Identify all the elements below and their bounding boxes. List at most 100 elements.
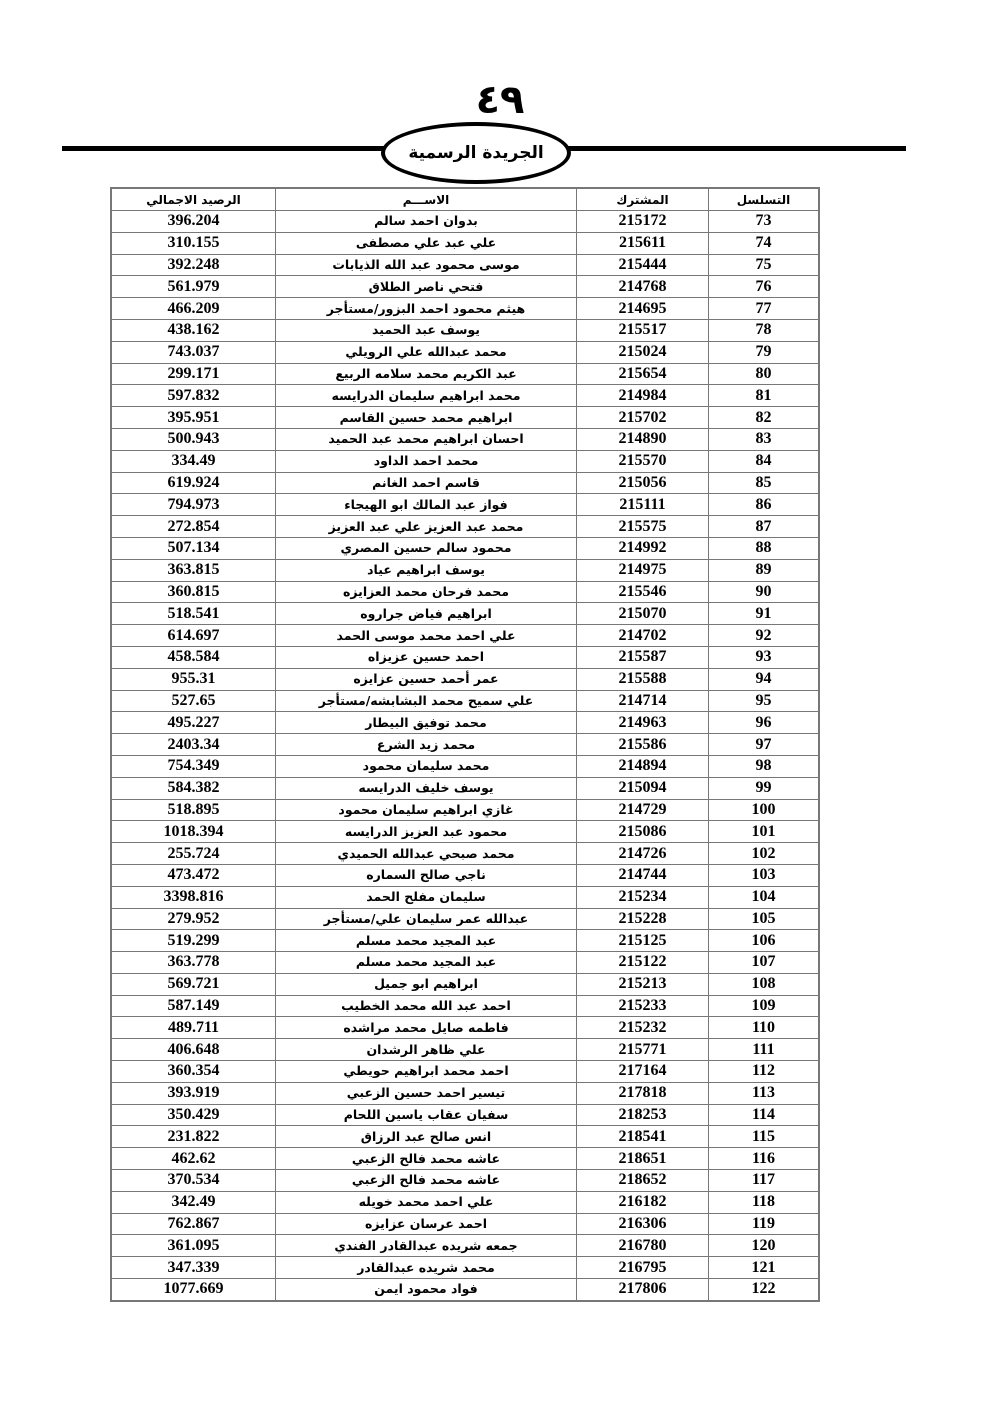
subscriber-cell: 214975 [576, 558, 709, 582]
subscriber-cell: 215232 [576, 1016, 709, 1040]
name-cell: سليمان مفلح الحمد [275, 885, 577, 909]
balance-cell: 518.541 [110, 602, 276, 626]
name-cell: عبد المجيد محمد مسلم [275, 951, 577, 974]
subscriber-cell: 214984 [576, 384, 709, 408]
name-cell: سفيان عقاب ياسين اللحام [275, 1103, 577, 1127]
balance-cell: 619.924 [110, 471, 276, 495]
serial-cell: 102 [708, 842, 820, 865]
name-cell: فواز عبد المالك ابو الهيجاء [275, 493, 577, 517]
serial-cell: 95 [708, 689, 820, 713]
table-row: 93 215587 احمد حسين عزيزاه 458.584 [110, 645, 820, 669]
serial-cell: 120 [708, 1234, 820, 1258]
table-row: 89 214975 يوسف ابراهيم عياد 363.815 [110, 558, 820, 582]
name-cell: يوسف عبد الحميد [275, 318, 577, 342]
table-row: 80 215654 عبد الكريم محمد سلامه الربيع 299.… [110, 362, 820, 386]
table-row: 114 218253 سفيان عقاب ياسين اللحام 350.429 [110, 1103, 820, 1127]
serial-cell: 105 [708, 907, 820, 931]
table-row: 110 215232 فاطمه صايل محمد مراشده 489.711 [110, 1016, 820, 1040]
table-header-row: التسلسل المشترك الاســـم الرصيد الاجمالي [110, 187, 820, 211]
name-cell: ابراهيم محمد حسين القاسم [275, 406, 577, 429]
balance-cell: 955.31 [110, 667, 276, 691]
name-cell: علي سميح محمد البشابشه/مستأجر [275, 689, 577, 713]
balance-cell: 569.721 [110, 972, 276, 996]
col-balance: الرصيد الاجمالي [110, 187, 276, 211]
subscriber-cell: 218541 [576, 1125, 709, 1149]
subscriber-cell: 215570 [576, 449, 709, 473]
table-row: 81 214984 محمد ابراهيم سليمان الدرايسه 597.… [110, 384, 820, 408]
name-cell: بدوان احمد سالم [275, 210, 577, 233]
table-row: 101 215086 محمود عبد العزيز الدرايسه 1018.3… [110, 820, 820, 844]
serial-cell: 109 [708, 994, 820, 1018]
serial-cell: 112 [708, 1060, 820, 1083]
balance-cell: 527.65 [110, 689, 276, 713]
header-rule-right [568, 146, 906, 151]
table-row: 105 215228 عبدالله عمر سليمان علي/مستأجر 27… [110, 907, 820, 931]
table-row: 102 214726 محمد صبحي عبدالله الحميدي 255.72… [110, 842, 820, 865]
table-row: 111 215771 علي ظاهر الرشدان 406.648 [110, 1038, 820, 1062]
name-cell: علي احمد محمد موسى الحمد [275, 624, 577, 647]
col-subscriber: المشترك [576, 187, 709, 211]
name-cell: غازي ابراهيم سليمان محمود [275, 798, 577, 822]
table-row: 99 215094 يوسف خليف الدرايسه 584.382 [110, 776, 820, 800]
subscriber-cell: 215587 [576, 645, 709, 669]
table-row: 112 217164 احمد محمد ابراهيم حويطي 360.354 [110, 1060, 820, 1083]
subscriber-cell: 218651 [576, 1147, 709, 1171]
balance-cell: 392.248 [110, 253, 276, 277]
name-cell: محمد زيد الشرع [275, 733, 577, 756]
name-cell: عبدالله عمر سليمان علي/مستأجر [275, 907, 577, 931]
subscriber-cell: 214963 [576, 711, 709, 735]
serial-cell: 92 [708, 624, 820, 647]
serial-cell: 122 [708, 1278, 820, 1302]
name-cell: قاسم احمد الغانم [275, 471, 577, 495]
table-row: 77 214695 هيثم محمود احمد البزور/مستأجر 466… [110, 297, 820, 320]
subscriber-cell: 214729 [576, 798, 709, 822]
table-row: 121 216795 محمد شريده عبدالقادر 347.339 [110, 1256, 820, 1280]
gazette-title-oval: الجريدة الرسمية [381, 122, 571, 184]
serial-cell: 118 [708, 1190, 820, 1214]
subscriber-cell: 214894 [576, 754, 709, 778]
table-row: 96 214963 محمد توفيق البيطار 495.227 [110, 711, 820, 735]
name-cell: محمد احمد الداود [275, 449, 577, 473]
table-row: 115 218541 انس صالح عبد الرزاق 231.822 [110, 1125, 820, 1149]
balance-cell: 438.162 [110, 318, 276, 342]
table-row: 98 214894 محمد سليمان محمود 754.349 [110, 754, 820, 778]
subscriber-cell: 217164 [576, 1060, 709, 1083]
balance-cell: 519.299 [110, 929, 276, 953]
subscriber-cell: 214695 [576, 297, 709, 320]
balance-cell: 500.943 [110, 427, 276, 451]
name-cell: محمد عبد العزيز علي عبد العزيز [275, 515, 577, 538]
name-cell: عبد الكريم محمد سلامه الربيع [275, 362, 577, 386]
table-row: 74 215611 علي عبد علي مصطفى 310.155 [110, 231, 820, 255]
name-cell: عاشه محمد فالح الزعبي [275, 1169, 577, 1192]
name-cell: ناجي صالح السماره [275, 863, 577, 887]
name-cell: جمعه شريده عبدالقادر الفندي [275, 1234, 577, 1258]
serial-cell: 83 [708, 427, 820, 451]
serial-cell: 103 [708, 863, 820, 887]
serial-cell: 85 [708, 471, 820, 495]
table-row: 107 215122 عبد المجيد محمد مسلم 363.778 [110, 951, 820, 974]
name-cell: ابراهيم ابو جميل [275, 972, 577, 996]
balance-cell: 363.778 [110, 951, 276, 974]
balance-cell: 466.209 [110, 297, 276, 320]
table-row: 120 216780 جمعه شريده عبدالقادر الفندي 361.… [110, 1234, 820, 1258]
subscriber-cell: 215094 [576, 776, 709, 800]
subscriber-cell: 215111 [576, 493, 709, 517]
name-cell: احسان ابراهيم محمد عبد الحميد [275, 427, 577, 451]
table-row: 82 215702 ابراهيم محمد حسين القاسم 395.951 [110, 406, 820, 429]
subscriber-cell: 215546 [576, 580, 709, 604]
name-cell: علي عبد علي مصطفى [275, 231, 577, 255]
name-cell: عبد المجيد محمد مسلم [275, 929, 577, 953]
balance-cell: 310.155 [110, 231, 276, 255]
serial-cell: 76 [708, 275, 820, 299]
subscriber-cell: 215517 [576, 318, 709, 342]
balance-cell: 1018.394 [110, 820, 276, 844]
table-row: 106 215125 عبد المجيد محمد مسلم 519.299 [110, 929, 820, 953]
serial-cell: 87 [708, 515, 820, 538]
serial-cell: 77 [708, 297, 820, 320]
balance-cell: 350.429 [110, 1103, 276, 1127]
subscriber-cell: 215070 [576, 602, 709, 626]
name-cell: هيثم محمود احمد البزور/مستأجر [275, 297, 577, 320]
balance-cell: 473.472 [110, 863, 276, 887]
serial-cell: 100 [708, 798, 820, 822]
subscriber-cell: 215056 [576, 471, 709, 495]
